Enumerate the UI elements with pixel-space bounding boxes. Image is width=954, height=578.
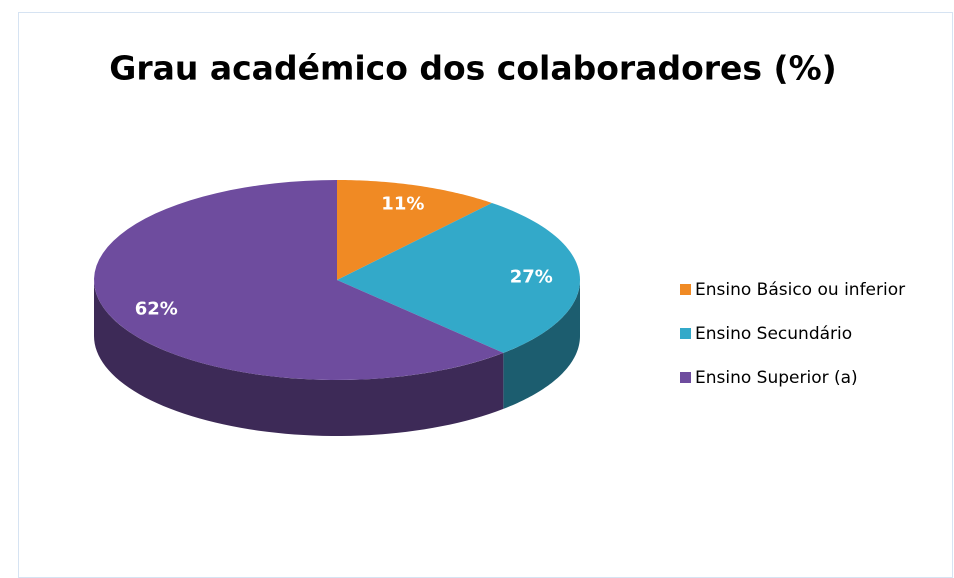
legend-label: Ensino Superior (a) <box>695 368 858 388</box>
data-label: 11% <box>381 194 424 215</box>
legend-swatch <box>680 328 691 339</box>
slice <box>337 202 580 353</box>
legend-label: Ensino Secundário <box>695 324 852 344</box>
legend-swatch <box>680 284 691 295</box>
legend-swatch <box>680 372 691 383</box>
slice-side <box>94 280 504 436</box>
data-label: 62% <box>135 298 178 319</box>
chart-title: Grau académico dos colaboradores (%) <box>109 49 837 88</box>
legend-label: Ensino Básico ou inferior <box>695 280 905 300</box>
slice-side <box>503 280 580 409</box>
slice <box>94 180 504 380</box>
data-label: 27% <box>510 266 553 287</box>
slice <box>337 180 492 280</box>
